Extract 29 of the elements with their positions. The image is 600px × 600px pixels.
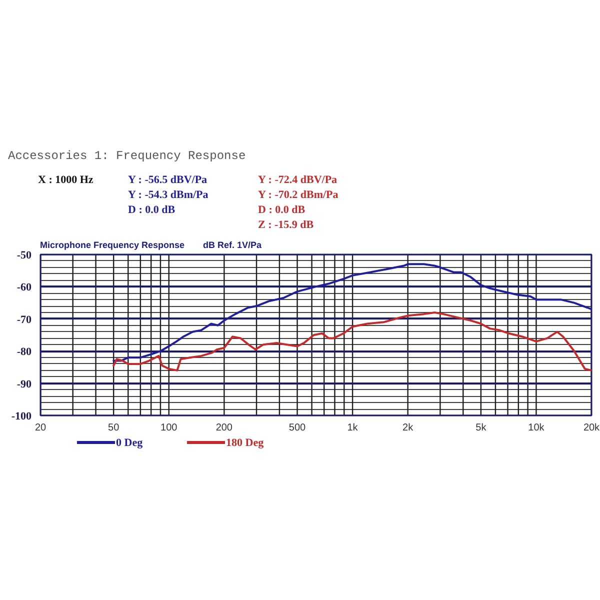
text: Y : -70.2 dBm/Pa xyxy=(258,188,338,203)
x-tick-label: 20k xyxy=(583,422,600,434)
x-tick-label: 500 xyxy=(288,422,306,434)
text: D : 0.0 dB xyxy=(258,203,306,218)
y-tick-label: -70 xyxy=(16,314,32,326)
y-tick-label: -100 xyxy=(11,410,32,422)
x-tick-label: 10k xyxy=(528,422,546,434)
x-tick-label: 50 xyxy=(108,422,120,434)
text: Z : -15.9 dB xyxy=(258,218,314,233)
chart-subtitle: Microphone Frequency Response xyxy=(40,239,185,252)
x-tick-label: 1k xyxy=(347,422,359,434)
x-tick-label: 200 xyxy=(216,422,233,434)
text: D : 0.0 dB xyxy=(128,203,176,218)
y-tick-label: -90 xyxy=(16,378,32,390)
chart-title: Accessories 1: Frequency Response xyxy=(8,148,246,165)
legend-label: 180 Deg xyxy=(226,436,264,451)
x-tick-label: 2k xyxy=(402,422,414,434)
y-axis-title: dB Ref. 1V/Pa xyxy=(203,239,262,252)
text: Y : -54.3 dBm/Pa xyxy=(128,188,208,203)
text: X : 1000 Hz xyxy=(38,173,94,188)
x-tick-label: 100 xyxy=(160,422,178,434)
y-tick-label: -60 xyxy=(16,282,32,294)
text: Y : -72.4 dBV/Pa xyxy=(258,173,338,188)
y-tick-label: -80 xyxy=(16,346,32,358)
x-tick-label: 20 xyxy=(34,422,46,434)
legend-label: 0 Deg xyxy=(116,436,143,451)
text: Y : -56.5 dBV/Pa xyxy=(128,173,208,188)
x-tick-label: 5k xyxy=(476,422,488,434)
y-tick-label: -50 xyxy=(16,250,32,262)
